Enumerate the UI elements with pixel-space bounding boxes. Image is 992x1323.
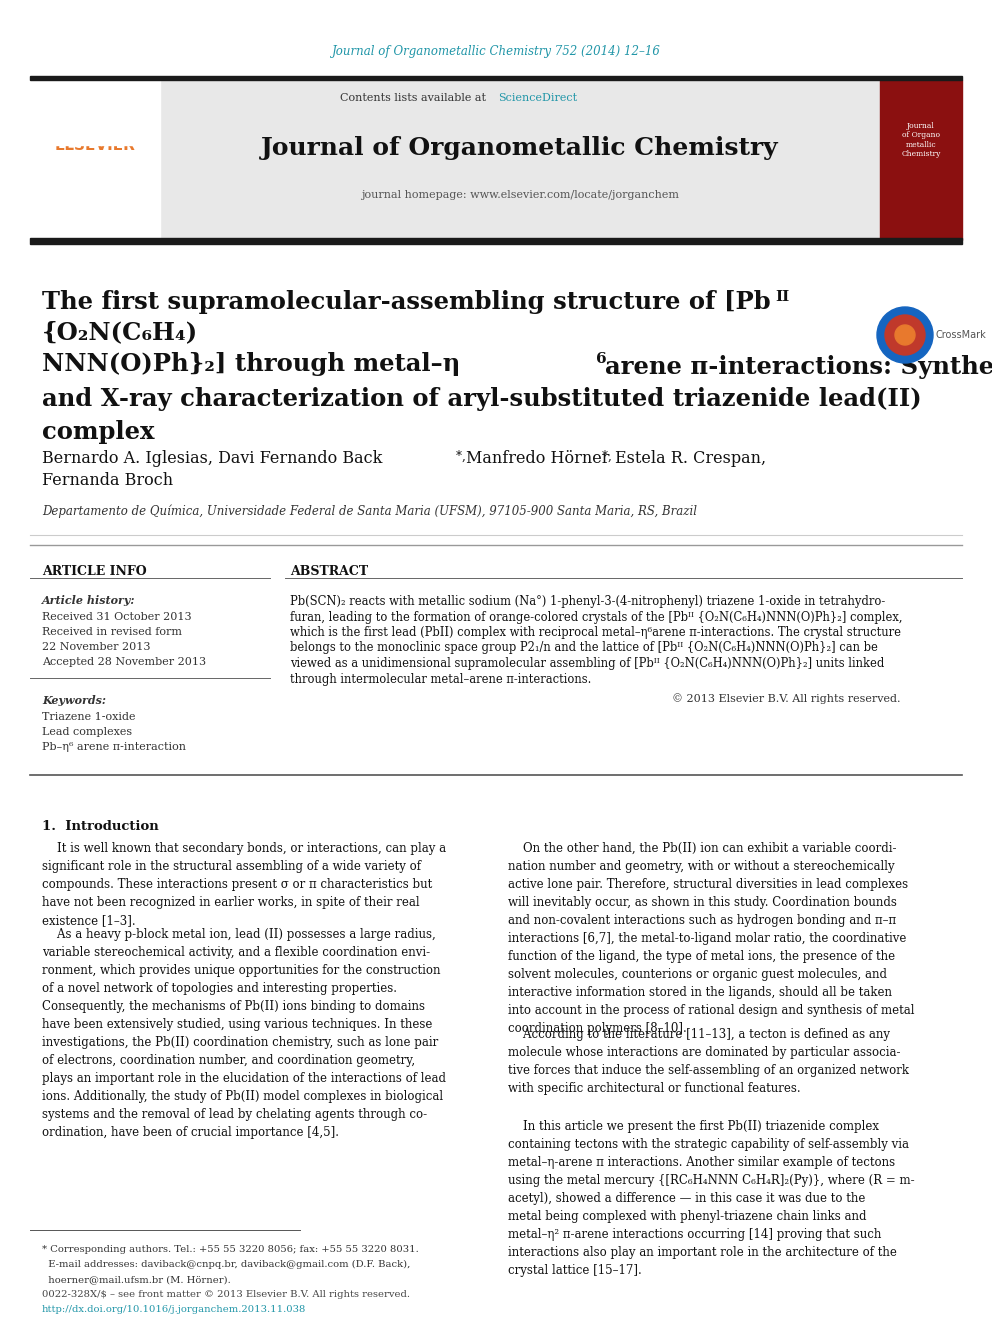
Text: belongs to the monoclinic space group P2₁/n and the lattice of [Pbᴵᴵ {O₂N(C₆H₄)N: belongs to the monoclinic space group P2… <box>290 642 878 655</box>
Text: ARTICLE INFO: ARTICLE INFO <box>42 565 147 578</box>
Bar <box>30 79 160 239</box>
Text: As a heavy p-block metal ion, lead (II) possesses a large radius,
variable stere: As a heavy p-block metal ion, lead (II) … <box>42 927 446 1139</box>
Text: 6: 6 <box>596 352 607 366</box>
Text: *,: *, <box>456 450 469 463</box>
Text: Bernardo A. Iglesias, Davi Fernando Back: Bernardo A. Iglesias, Davi Fernando Back <box>42 450 382 467</box>
Bar <box>30 238 962 243</box>
Circle shape <box>895 325 915 345</box>
Text: through intermolecular metal–arene π-interactions.: through intermolecular metal–arene π-int… <box>290 672 591 685</box>
Text: 22 November 2013: 22 November 2013 <box>42 642 151 652</box>
Text: arene π-interactions: Synthesis: arene π-interactions: Synthesis <box>605 355 992 378</box>
Text: Article history:: Article history: <box>42 595 136 606</box>
Text: complex: complex <box>42 419 155 445</box>
Text: 1.  Introduction: 1. Introduction <box>42 820 159 833</box>
Text: ELSEVIER: ELSEVIER <box>55 138 136 152</box>
Bar <box>35 85 155 146</box>
Text: E-mail addresses: daviback@cnpq.br, daviback@gmail.com (D.F. Back),: E-mail addresses: daviback@cnpq.br, davi… <box>42 1259 411 1269</box>
Bar <box>30 75 962 79</box>
Text: Triazene 1-oxide: Triazene 1-oxide <box>42 712 136 722</box>
Text: Pb(SCN)₂ reacts with metallic sodium (Na°) 1-phenyl-3-(4-nitrophenyl) triazene 1: Pb(SCN)₂ reacts with metallic sodium (Na… <box>290 595 885 609</box>
Text: It is well known that secondary bonds, or interactions, can play a
significant r: It is well known that secondary bonds, o… <box>42 841 446 927</box>
Text: and X-ray characterization of aryl-substituted triazenide lead(II): and X-ray characterization of aryl-subst… <box>42 388 922 411</box>
Bar <box>160 79 880 239</box>
Text: Journal
of Organo
metallic
Chemistry: Journal of Organo metallic Chemistry <box>902 122 940 157</box>
Text: Keywords:: Keywords: <box>42 695 106 706</box>
Text: journal homepage: www.elsevier.com/locate/jorganchem: journal homepage: www.elsevier.com/locat… <box>361 191 679 200</box>
Text: Accepted 28 November 2013: Accepted 28 November 2013 <box>42 658 206 667</box>
Text: Lead complexes: Lead complexes <box>42 728 132 737</box>
Text: II: II <box>775 290 790 304</box>
Text: http://dx.doi.org/10.1016/j.jorganchem.2013.11.038: http://dx.doi.org/10.1016/j.jorganchem.2… <box>42 1304 307 1314</box>
Text: Estela R. Crespan,: Estela R. Crespan, <box>615 450 766 467</box>
Text: {O₂N(C₆H₄): {O₂N(C₆H₄) <box>42 320 198 344</box>
Text: Journal of Organometallic Chemistry 752 (2014) 12–16: Journal of Organometallic Chemistry 752 … <box>331 45 661 58</box>
Circle shape <box>877 307 933 363</box>
Circle shape <box>885 315 925 355</box>
Text: On the other hand, the Pb(II) ion can exhibit a variable coordi-
nation number a: On the other hand, the Pb(II) ion can ex… <box>508 841 915 1035</box>
Text: According to the literature [11–13], a tecton is defined as any
molecule whose i: According to the literature [11–13], a t… <box>508 1028 909 1095</box>
Text: 🏛: 🏛 <box>86 101 103 130</box>
Text: Received in revised form: Received in revised form <box>42 627 182 636</box>
Text: viewed as a unidimensional supramolecular assembling of [Pbᴵᴵ {O₂N(C₆H₄)NNN(O)Ph: viewed as a unidimensional supramolecula… <box>290 658 885 669</box>
Text: Contents lists available at: Contents lists available at <box>340 93 489 103</box>
Text: *,: *, <box>602 450 615 463</box>
Text: * Corresponding authors. Tel.: +55 55 3220 8056; fax: +55 55 3220 8031.: * Corresponding authors. Tel.: +55 55 32… <box>42 1245 419 1254</box>
Text: Manfredo Hörner: Manfredo Hörner <box>466 450 609 467</box>
Text: Departamento de Química, Universidade Federal de Santa Maria (UFSM), 97105-900 S: Departamento de Química, Universidade Fe… <box>42 505 697 519</box>
Text: NNN(O)Ph}₂] through metal–η: NNN(O)Ph}₂] through metal–η <box>42 352 460 376</box>
Text: Received 31 October 2013: Received 31 October 2013 <box>42 613 191 622</box>
Text: CrossMark: CrossMark <box>935 329 986 340</box>
Text: Pb–η⁶ arene π-interaction: Pb–η⁶ arene π-interaction <box>42 742 186 751</box>
Text: ABSTRACT: ABSTRACT <box>290 565 368 578</box>
Text: 0022-328X/$ – see front matter © 2013 Elsevier B.V. All rights reserved.: 0022-328X/$ – see front matter © 2013 El… <box>42 1290 410 1299</box>
Text: © 2013 Elsevier B.V. All rights reserved.: © 2013 Elsevier B.V. All rights reserved… <box>672 693 900 704</box>
Text: ScienceDirect: ScienceDirect <box>498 93 577 103</box>
Bar <box>880 79 962 239</box>
Text: furan, leading to the formation of orange-colored crystals of the [Pbᴵᴵ {O₂N(C₆H: furan, leading to the formation of orang… <box>290 610 903 623</box>
Text: Fernanda Broch: Fernanda Broch <box>42 472 174 490</box>
Text: hoerner@mail.ufsm.br (M. Hörner).: hoerner@mail.ufsm.br (M. Hörner). <box>42 1275 231 1285</box>
Text: In this article we present the first Pb(II) triazenide complex
containing tecton: In this article we present the first Pb(… <box>508 1121 915 1277</box>
Text: Journal of Organometallic Chemistry: Journal of Organometallic Chemistry <box>261 136 779 160</box>
Text: which is the first lead (PbII) complex with reciprocal metal–η⁶arene π-interacti: which is the first lead (PbII) complex w… <box>290 626 901 639</box>
Text: The first supramolecular-assembling structure of [Pb: The first supramolecular-assembling stru… <box>42 290 771 314</box>
